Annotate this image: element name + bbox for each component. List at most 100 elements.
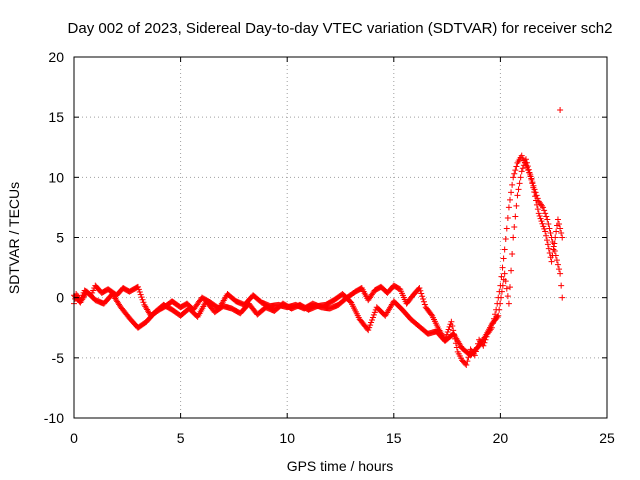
data-point (540, 223, 547, 230)
data-point (515, 186, 522, 193)
data-point (545, 245, 552, 252)
data-point (371, 309, 378, 316)
data-point (138, 294, 145, 301)
data-point (556, 266, 563, 273)
data-point (558, 229, 565, 236)
data-point (510, 174, 517, 181)
data-point (505, 204, 512, 211)
data-point (506, 284, 513, 291)
x-tick-label: 0 (70, 430, 78, 446)
data-point (445, 326, 452, 333)
data-point (559, 234, 566, 241)
axis-ticks: 0 5 10 15 20 25 -10 -5 0 5 10 15 20 (44, 49, 615, 446)
data-point (511, 223, 518, 230)
data-point (368, 319, 375, 326)
data-point (496, 306, 503, 313)
data-point (428, 311, 435, 318)
data-point (551, 240, 558, 247)
x-tick-label: 10 (279, 430, 295, 446)
data-point (519, 165, 526, 172)
data-point (535, 210, 542, 217)
y-tick-label: 10 (48, 169, 64, 185)
data-point (137, 291, 144, 298)
data-point (557, 225, 564, 232)
data-point (503, 285, 510, 292)
data-point (499, 282, 506, 289)
data-point (139, 296, 146, 303)
data-point (505, 300, 512, 307)
data-point (526, 170, 533, 177)
data-point (509, 251, 516, 258)
data-point (550, 246, 557, 253)
data-point (418, 290, 425, 297)
x-axis-label: GPS time / hours (287, 458, 394, 474)
data-point (546, 225, 553, 232)
data-point (525, 166, 532, 173)
data-point (554, 261, 561, 268)
data-point (527, 173, 534, 180)
data-point (481, 334, 488, 341)
data-point (420, 298, 427, 305)
data-point (545, 220, 552, 227)
data-point (136, 288, 143, 295)
data-point (446, 323, 453, 330)
data-point (529, 180, 536, 187)
data-point (528, 176, 535, 183)
data-point (539, 220, 546, 227)
data-point (540, 204, 547, 211)
data-point (533, 197, 540, 204)
data-point (514, 192, 521, 199)
data-point (448, 318, 455, 325)
data-point (498, 273, 505, 280)
data-point (553, 228, 560, 235)
data-point (517, 174, 524, 181)
data-point (510, 234, 517, 241)
data-point (530, 184, 537, 191)
data-point (464, 358, 471, 365)
data-point (444, 329, 451, 336)
data-point (366, 324, 373, 331)
data-point (558, 282, 565, 289)
x-tick-label: 15 (386, 430, 402, 446)
data-point (134, 283, 141, 290)
data-point (504, 214, 511, 221)
x-tick-label: 25 (599, 430, 615, 446)
data-point (513, 202, 520, 209)
data-point (449, 323, 456, 330)
data-point (498, 294, 505, 301)
data-point (502, 236, 509, 243)
data-point (556, 220, 563, 227)
data-point (503, 225, 510, 232)
data-point (541, 225, 548, 232)
data-point (559, 294, 566, 301)
chart-title: Day 002 of 2023, Sidereal Day-to-day VTE… (68, 20, 613, 37)
data-point (509, 181, 516, 188)
data-point (369, 314, 376, 321)
data-point (538, 218, 545, 225)
data-point (547, 229, 554, 236)
data-point (543, 213, 550, 220)
data-point (534, 206, 541, 213)
data-point (533, 201, 540, 208)
y-tick-label: -10 (44, 410, 64, 426)
data-points (71, 106, 566, 369)
y-tick-label: 15 (48, 109, 64, 125)
data-point (504, 293, 511, 300)
data-point (501, 246, 508, 253)
data-point (365, 327, 372, 334)
data-point (512, 213, 519, 220)
data-point (367, 322, 374, 329)
data-point (370, 311, 377, 318)
data-point (542, 228, 549, 235)
data-point (453, 344, 460, 351)
data-point (494, 313, 501, 320)
data-point (497, 300, 504, 307)
data-point (543, 237, 550, 244)
data-point (546, 249, 553, 256)
data-point (553, 257, 560, 264)
data-point (501, 270, 508, 277)
data-point (369, 316, 376, 323)
data-point (524, 163, 531, 170)
